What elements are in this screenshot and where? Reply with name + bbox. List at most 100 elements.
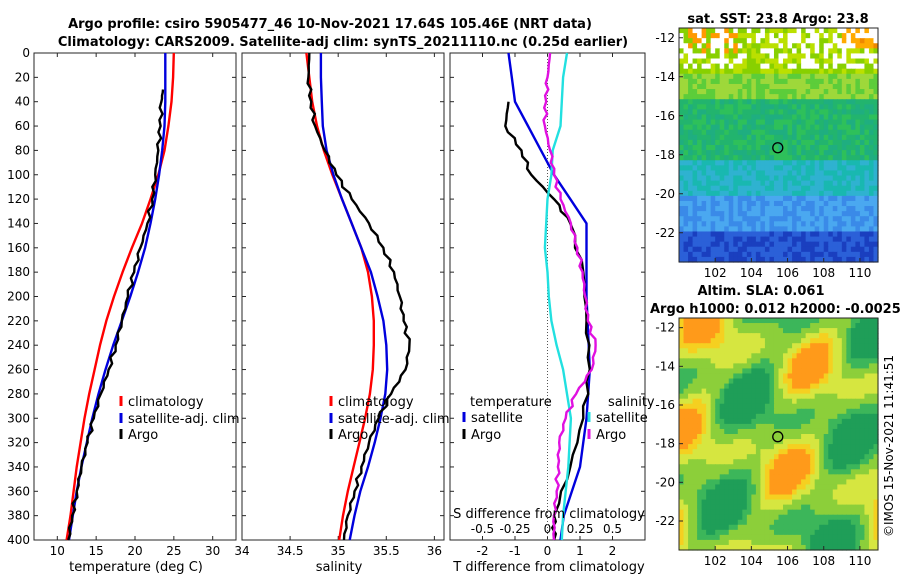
map-cell <box>773 534 780 541</box>
map-cell <box>697 53 703 60</box>
map-cell <box>710 241 716 248</box>
map-cell <box>814 68 820 75</box>
map-cell <box>841 499 847 506</box>
map-cell <box>801 89 807 95</box>
map-cell <box>733 68 739 75</box>
map-cell <box>823 368 829 375</box>
map-cell <box>873 170 879 177</box>
map-cell <box>850 363 856 370</box>
map-cell <box>846 73 852 80</box>
map-cell <box>805 338 811 344</box>
map-cell <box>710 114 716 121</box>
map-cell <box>706 180 712 187</box>
map-cell <box>841 464 847 470</box>
map-cell <box>868 514 875 521</box>
map-cell <box>873 408 879 415</box>
map-cell <box>760 145 766 151</box>
map-cell <box>805 449 811 455</box>
map-cell <box>864 348 870 354</box>
map-cell <box>792 89 798 95</box>
map-cell <box>746 519 752 526</box>
x-tick-label: 108 <box>812 554 835 568</box>
map-cell <box>697 256 703 263</box>
map-cell <box>733 338 739 344</box>
map-cell <box>850 328 856 334</box>
map-cell <box>760 134 766 141</box>
map-cell <box>859 408 866 415</box>
map-cell <box>810 145 816 151</box>
map-cell <box>810 489 816 496</box>
map-cell <box>810 160 816 166</box>
map-cell <box>692 114 698 121</box>
map-cell <box>859 328 866 334</box>
map-cell <box>755 246 762 253</box>
map-cell <box>692 251 698 258</box>
secondary-x-tick-label: 0.25 <box>567 522 594 536</box>
map-cell <box>819 216 825 222</box>
map-cell <box>805 348 811 354</box>
map-cell <box>819 145 825 151</box>
map-cell <box>710 33 716 39</box>
map-cell <box>773 170 780 177</box>
map-cell <box>742 68 748 75</box>
map-cell <box>846 353 852 359</box>
map-cell <box>801 175 807 182</box>
map-cell <box>805 226 811 233</box>
map-cell <box>819 444 825 450</box>
map-cell <box>683 155 689 161</box>
map-cell <box>746 368 752 375</box>
map-cell <box>737 160 743 166</box>
map-cell <box>873 413 879 420</box>
map-cell <box>819 333 825 339</box>
map-cell <box>837 383 843 390</box>
map-cell <box>724 38 730 44</box>
map-cell <box>828 363 834 370</box>
map-cell <box>760 73 766 80</box>
map-cell <box>823 454 829 460</box>
map-cell <box>760 251 766 258</box>
map-cell <box>805 195 811 202</box>
sla-map: 102 104 106 108 110-12-14-16-18-20-22 <box>655 317 879 568</box>
map-cell <box>796 363 802 370</box>
map-cell <box>823 195 829 202</box>
map-cell <box>710 251 716 258</box>
map-cell <box>773 449 780 455</box>
map-cell <box>778 338 784 344</box>
map-cell <box>688 134 694 141</box>
map-cell <box>832 388 838 395</box>
map-cell <box>737 363 743 370</box>
map-cell <box>715 408 721 415</box>
map-cell <box>837 68 843 75</box>
map-cell <box>850 494 856 501</box>
map-cell <box>855 393 861 400</box>
map-cell <box>850 99 856 105</box>
map-cell <box>819 180 825 187</box>
map-cell <box>828 129 834 136</box>
map-cell <box>832 150 838 156</box>
map-cell <box>837 94 843 100</box>
map-cell <box>837 464 843 470</box>
map-cell <box>801 449 807 455</box>
map-cell <box>742 226 748 233</box>
map-cell <box>805 241 811 248</box>
map-cell <box>764 68 771 75</box>
map-cell <box>724 489 730 496</box>
map-cell <box>805 155 811 161</box>
map-cell <box>810 338 816 344</box>
map-cell <box>868 58 875 65</box>
map-cell <box>715 439 721 445</box>
map-cell <box>814 134 820 141</box>
y-tick-label: -16 <box>655 398 675 412</box>
map-cell <box>760 529 766 536</box>
map-cell <box>787 145 793 151</box>
map-cell <box>873 236 879 243</box>
map-cell <box>706 318 712 324</box>
map-cell <box>801 479 807 486</box>
map-cell <box>792 109 798 116</box>
map-cell <box>715 38 721 44</box>
map-cell <box>742 139 748 146</box>
map-cell <box>710 78 716 85</box>
map-cell <box>679 318 685 324</box>
map-cell <box>751 104 757 110</box>
map-cell <box>828 464 834 470</box>
